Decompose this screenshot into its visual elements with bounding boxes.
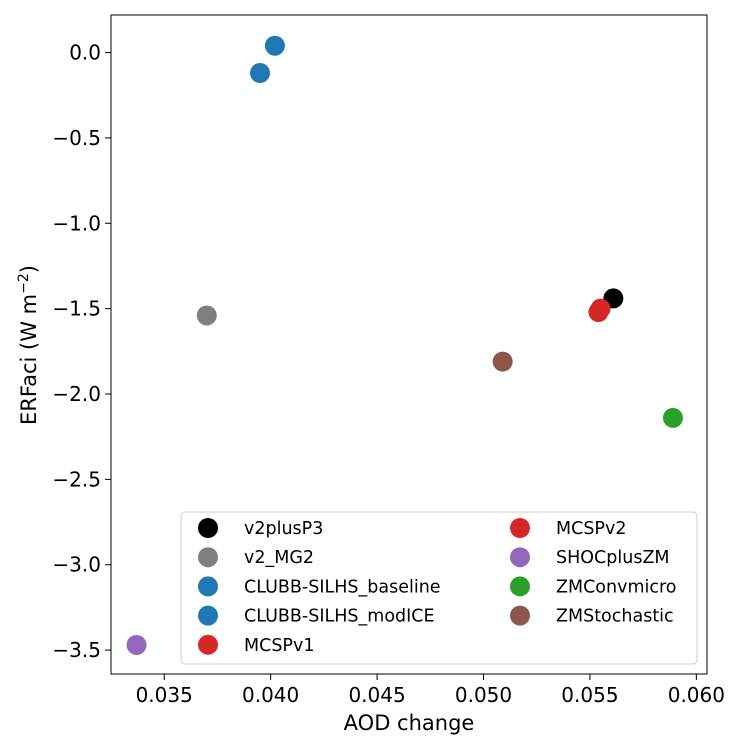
legend-marker (198, 576, 218, 597)
y-tick-label: −2.0 (52, 382, 101, 406)
y-axis-label: ERFaci (W m−2) (16, 265, 41, 425)
x-axis-ticks: 0.035 0.040 0.045 0.050 0.055 0.060 (136, 674, 725, 707)
legend-label: CLUBB-SILHS_modICE (244, 607, 435, 627)
legend: v2plusP3 v2_MG2 CLUBB-SILHS_baseline CLUBB-… (180, 511, 698, 665)
legend-marker (510, 576, 530, 597)
y-axis-label-main: ERFaci (W m (17, 294, 41, 425)
y-tick-label: −1.0 (52, 211, 101, 235)
y-tick-label: −1.5 (52, 297, 101, 321)
legend-label: ZMStochastic (556, 607, 674, 627)
y-tick-label: −2.5 (52, 467, 101, 491)
legend-label: ZMConvmicro (556, 577, 677, 597)
legend-box (180, 511, 698, 665)
legend-label: MCSPv2 (556, 519, 626, 539)
legend-marker (198, 518, 218, 538)
data-points (126, 35, 683, 655)
x-tick-label: 0.050 (455, 683, 512, 707)
x-axis-label: AOD change (344, 711, 475, 735)
legend-label: CLUBB-SILHS_baseline (244, 577, 441, 597)
legend-label: v2_MG2 (244, 548, 314, 568)
y-axis-label-tail: ) (17, 265, 41, 273)
data-point-clubb-silhs-modice (264, 35, 285, 56)
legend-marker (198, 634, 218, 655)
plot-frame (110, 14, 708, 675)
legend-label: MCSPv1 (244, 636, 314, 656)
y-tick-label: −0.5 (52, 126, 101, 150)
y-tick-label: 0.0 (69, 41, 101, 65)
y-tick-label: −3.5 (52, 638, 101, 662)
y-axis-label-superscript: −2 (16, 273, 32, 294)
legend-label: v2plusP3 (244, 519, 323, 539)
data-point-zmconvmicro (662, 407, 683, 428)
legend-label: SHOCplusZM (556, 548, 670, 568)
data-point-shocpluszm (126, 634, 147, 655)
legend-marker (198, 605, 218, 626)
data-point-v2-mg2 (196, 305, 217, 326)
data-point-mcspv2 (588, 302, 609, 323)
x-tick-label: 0.040 (242, 683, 299, 707)
legend-marker (198, 547, 218, 568)
data-point-zmstochastic (492, 351, 513, 372)
x-tick-label: 0.055 (561, 683, 618, 707)
y-tick-label: −3.0 (52, 553, 101, 577)
legend-marker (510, 605, 530, 626)
data-point-clubb-silhs-baseline (250, 63, 270, 84)
x-tick-label: 0.045 (348, 683, 405, 707)
y-axis-ticks: 0.0 −0.5 −1.0 −1.5 −2.0 −2.5 −3.0 −3.5 (52, 41, 111, 662)
x-tick-label: 0.035 (136, 683, 193, 707)
legend-marker (510, 518, 530, 538)
legend-marker (510, 547, 530, 568)
x-tick-label: 0.060 (668, 683, 725, 707)
